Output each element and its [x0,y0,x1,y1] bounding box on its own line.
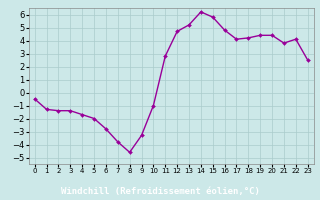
Text: Windchill (Refroidissement éolien,°C): Windchill (Refroidissement éolien,°C) [60,187,260,196]
